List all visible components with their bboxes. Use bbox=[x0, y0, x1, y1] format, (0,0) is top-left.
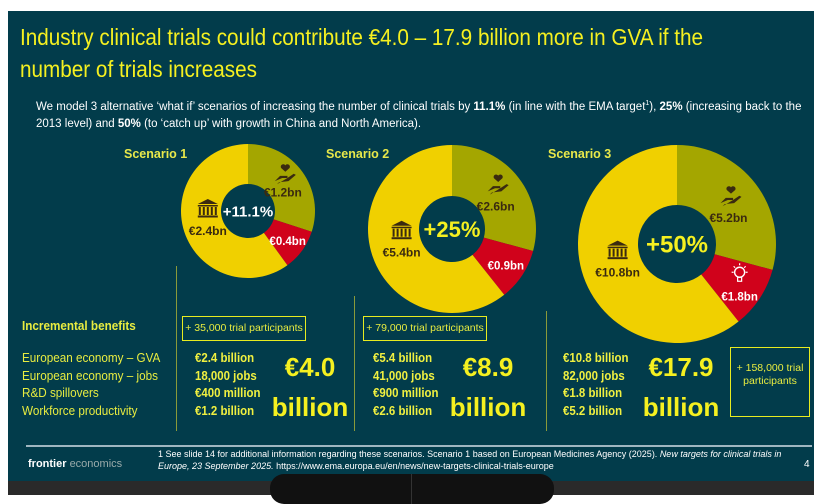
value-workforce: €2.6 billion bbox=[373, 402, 433, 418]
value-jobs: 82,000 jobs bbox=[563, 367, 625, 383]
benefit-jobs: European economy – jobs bbox=[22, 367, 158, 383]
intro-part: (to ‘catch up’ with growth in China and … bbox=[140, 117, 422, 130]
value-gva: €5.4 billion bbox=[373, 350, 433, 365]
workforce-label: €2.6bn bbox=[477, 200, 515, 214]
benefits-labels: European economy – GVA European economy … bbox=[22, 349, 160, 419]
total-unit: billion bbox=[642, 392, 720, 422]
workforce-slice bbox=[677, 145, 776, 270]
footnote: 1 See slide 14 for additional informatio… bbox=[158, 448, 796, 472]
footer-divider bbox=[26, 445, 812, 447]
footnote-citation: New targets for clinical trials in Europ… bbox=[158, 449, 782, 471]
value-jobs: 41,000 jobs bbox=[373, 367, 435, 383]
rnd-label: €1.8bn bbox=[721, 291, 757, 303]
workforce-label: €5.2bn bbox=[709, 211, 747, 225]
value-workforce: €5.2 billion bbox=[563, 402, 623, 418]
value-gva: €2.4 billion bbox=[195, 350, 255, 365]
intro-part: We model 3 alternative ‘what if’ scenari… bbox=[36, 100, 474, 113]
total-unit: billion bbox=[271, 392, 349, 422]
intro-part: (in line with the EMA target bbox=[505, 100, 646, 113]
gva-label: €2.4bn bbox=[189, 224, 227, 238]
gva-slice bbox=[368, 145, 505, 313]
gva-label: €5.4bn bbox=[383, 246, 421, 260]
benefit-workforce: Workforce productivity bbox=[22, 402, 138, 418]
total-value: €4.0 bbox=[284, 352, 336, 382]
center-label: +50% bbox=[646, 232, 708, 259]
lightbulb-icon bbox=[731, 263, 748, 282]
divider bbox=[176, 266, 177, 431]
institution-icon bbox=[607, 240, 628, 260]
scenario-2-values: €5.4 billion 41,000 jobs €900 million €2… bbox=[373, 349, 438, 419]
center-label: +11.1% bbox=[223, 203, 273, 220]
scenario-3-values: €10.8 billion 82,000 jobs €1.8 billion €… bbox=[563, 349, 628, 419]
rnd-label: €0.4bn bbox=[269, 236, 305, 248]
rnd-slice bbox=[472, 237, 534, 295]
divider bbox=[546, 311, 547, 431]
scenario-3-total: €17.9 billion bbox=[636, 347, 726, 427]
workforce-label: €1.2bn bbox=[264, 185, 302, 199]
benefits-heading: Incremental benefits bbox=[22, 318, 136, 333]
heart-in-hand-icon bbox=[487, 174, 509, 195]
total-value: €8.9 bbox=[462, 352, 514, 382]
total-value: €17.9 bbox=[648, 352, 714, 382]
viewer-controls[interactable] bbox=[270, 474, 554, 504]
gva-slice bbox=[180, 144, 288, 278]
controls-separator bbox=[411, 474, 412, 504]
frontier-logo: frontier economics bbox=[28, 458, 122, 470]
footnote-text: 1 See slide 14 for additional informatio… bbox=[158, 449, 660, 459]
scenario-2-total: €8.9 billion bbox=[448, 347, 528, 427]
logo-light: economics bbox=[69, 458, 123, 470]
scenario-3-label: Scenario 3 bbox=[548, 147, 612, 161]
gva-slice bbox=[578, 145, 739, 343]
value-rnd: €900 million bbox=[373, 385, 439, 400]
institution-icon bbox=[391, 220, 412, 240]
intro-pct-3: 50% bbox=[117, 117, 141, 130]
scenario-1-values: €2.4 billion 18,000 jobs €400 million €1… bbox=[195, 349, 260, 419]
intro-pct-1: 11.1% bbox=[473, 100, 506, 113]
total-unit: billion bbox=[449, 392, 527, 422]
scenario-2-label: Scenario 2 bbox=[326, 147, 390, 161]
intro-part: ), bbox=[649, 100, 660, 113]
footnote-ref: 1 bbox=[645, 100, 650, 107]
gva-label: €10.8bn bbox=[595, 266, 640, 280]
scenario-3-participants: + 158,000 trial participants bbox=[730, 347, 810, 417]
logo-bold: frontier bbox=[28, 458, 67, 470]
value-jobs: 18,000 jobs bbox=[195, 367, 257, 383]
scenario-2-participants: + 79,000 trial participants bbox=[363, 316, 487, 341]
page-number: 4 bbox=[804, 459, 810, 470]
intro-text: We model 3 alternative ‘what if’ scenari… bbox=[36, 95, 816, 133]
footnote-url[interactable]: https://www.ema.europa.eu/en/news/new-ta… bbox=[273, 461, 554, 471]
benefit-gva: European economy – GVA bbox=[22, 350, 161, 365]
center-label: +25% bbox=[424, 217, 481, 242]
scenario-1-label: Scenario 1 bbox=[124, 147, 188, 161]
donut-charts: +11.1% €1.2bn €0.4bn €2.4bn +25% €2.6bn €0.9bn… bbox=[180, 144, 776, 343]
intro-pct-2: 25% bbox=[659, 100, 683, 113]
rnd-label: €0.9bn bbox=[488, 260, 524, 272]
slide-title: Industry clinical trials could contribut… bbox=[20, 24, 704, 82]
institution-icon bbox=[197, 199, 218, 218]
slide: Industry clinical trials could contribut… bbox=[8, 11, 814, 481]
value-rnd: €1.8 billion bbox=[563, 385, 623, 400]
divider bbox=[354, 296, 355, 431]
scenario-1-total: €4.0 billion bbox=[270, 347, 350, 427]
value-gva: €10.8 billion bbox=[563, 350, 629, 365]
rnd-slice bbox=[263, 219, 312, 266]
value-rnd: €400 million bbox=[195, 385, 261, 400]
value-workforce: €1.2 billion bbox=[195, 402, 255, 418]
workforce-slice bbox=[452, 145, 536, 251]
benefit-rnd: R&D spillovers bbox=[22, 385, 99, 400]
workforce-slice bbox=[248, 144, 315, 232]
heart-in-hand-icon bbox=[720, 186, 742, 207]
scenario-1-participants: + 35,000 trial participants bbox=[182, 316, 306, 341]
heart-in-hand-icon bbox=[274, 164, 296, 185]
intro-part: (increasing back to the 2013 level) and bbox=[36, 100, 802, 130]
rnd-slice bbox=[701, 254, 773, 322]
